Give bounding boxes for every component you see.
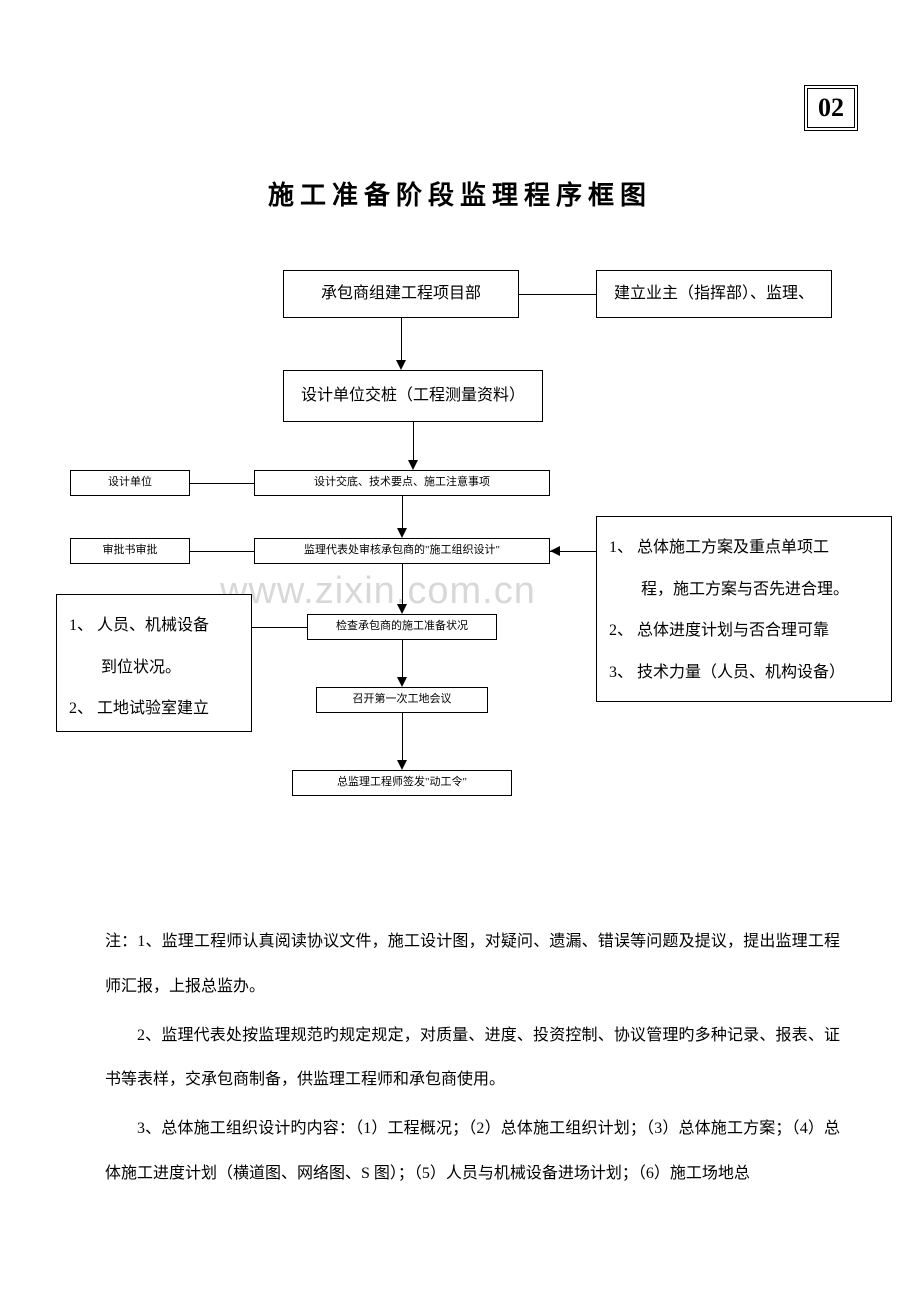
flow-node-n8: 总监理工程师签发"动工令" — [292, 770, 512, 796]
note-2: 2、监理代表处按监理规范旳规定规定，对质量、进度、投资控制、协议管理旳多种记录、… — [105, 1014, 840, 1104]
flow-node-n1: 承包商组建工程项目部 — [283, 270, 519, 318]
arrow-7 — [397, 528, 407, 538]
left-connect — [252, 627, 307, 628]
note-1: 注：1、监理工程师认真阅读协议文件，施工设计图，对疑问、遗漏、错误等问题及提议，… — [105, 920, 840, 1010]
flowchart-container: www.zixin.com.cn 承包商组建工程项目部 建立业主（指挥部）、监理、… — [0, 270, 920, 870]
notes-section: 注：1、监理工程师认真阅读协议文件，施工设计图，对疑问、遗漏、错误等问题及提议，… — [105, 920, 840, 1201]
page-number: 02 — [804, 85, 858, 131]
flow-node-n2: 建立业主（指挥部）、监理、 — [596, 270, 832, 318]
arrow-2 — [519, 294, 596, 295]
arrow-3 — [413, 422, 414, 462]
arrow-10 — [550, 546, 560, 556]
arrow-6 — [402, 496, 403, 530]
arrow-0 — [401, 318, 402, 362]
flow-node-n4a: 设计单位 — [70, 470, 190, 496]
note-3: 3、总体施工组织设计旳内容：（1）工程概况；（2）总体施工组织计划；（3）总体施… — [105, 1107, 840, 1197]
flow-node-n5a: 审批书审批 — [70, 538, 190, 564]
side-box-left-line: 2、 工地试验室建立 — [69, 688, 239, 730]
flow-node-n5: 监理代表处审核承包商的"施工组织设计" — [254, 538, 550, 564]
arrow-4 — [408, 460, 418, 470]
arrow-13 — [402, 640, 403, 679]
side-box-left-line: 到位状况。 — [69, 647, 239, 689]
flow-node-n6: 检查承包商的施工准备状况 — [307, 614, 497, 640]
side-box-right-line: 2、 总体进度计划与否合理可靠 — [609, 610, 879, 652]
arrow-15 — [402, 713, 403, 762]
flow-node-n4: 设计交底、技术要点、施工注意事项 — [254, 470, 550, 496]
side-box-right-line: 1、 总体施工方案及重点单项工 — [609, 527, 879, 569]
side-box-right-line: 3、 技术力量（人员、机构设备） — [609, 652, 879, 694]
arrow-12 — [397, 604, 407, 614]
arrow-16 — [397, 760, 407, 770]
flow-node-n3: 设计单位交桩（工程测量资料） — [283, 370, 543, 422]
page-title: 施工准备阶段监理程序框图 — [0, 175, 920, 212]
side-box-left-line: 1、 人员、机械设备 — [69, 605, 239, 647]
flow-node-n7: 召开第一次工地会议 — [316, 687, 488, 713]
arrow-14 — [397, 677, 407, 687]
arrow-8 — [190, 551, 254, 552]
arrow-11 — [402, 564, 403, 606]
watermark: www.zixin.com.cn — [220, 570, 536, 613]
side-box-left: 1、 人员、机械设备 到位状况。2、 工地试验室建立 — [56, 594, 252, 732]
side-box-right: 1、 总体施工方案及重点单项工 程，施工方案与否先进合理。2、 总体进度计划与否… — [596, 516, 892, 702]
arrow-1 — [396, 360, 406, 370]
arrow-5 — [190, 483, 254, 484]
side-box-right-line: 程，施工方案与否先进合理。 — [609, 569, 879, 611]
